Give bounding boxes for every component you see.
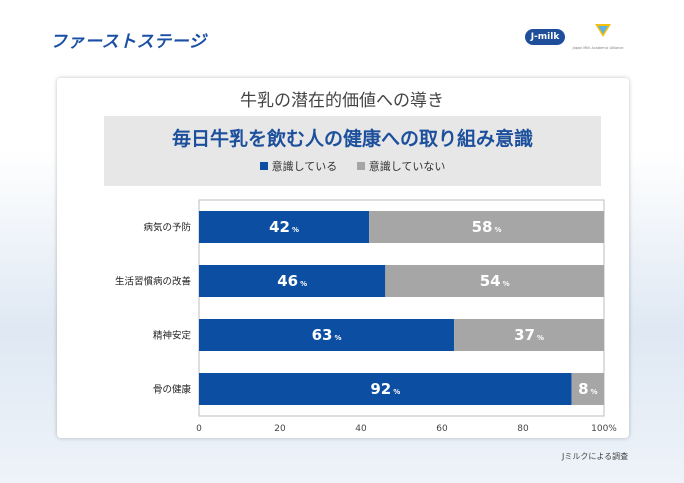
data-label: 63%: [312, 326, 342, 344]
data-label: 42%: [269, 218, 299, 236]
bar-segment-not-aware: [385, 265, 604, 297]
category-label: 精神安定: [153, 330, 192, 342]
legend-item-aware: 意識している: [259, 158, 338, 174]
slide-subtitle: 牛乳の潜在的価値への導き: [240, 91, 444, 111]
bar-segment-not-aware: [369, 211, 604, 243]
data-label: 46%: [277, 272, 307, 290]
x-tick-label: 20: [274, 424, 286, 434]
x-tick-label: 40: [355, 424, 367, 434]
legend-swatch-aware: [259, 162, 268, 170]
category-label: 骨の健康: [153, 384, 192, 396]
plot-frame: [198, 199, 605, 417]
bar-segment-not-aware: [454, 319, 604, 351]
source-note: Jミルクによる調査: [562, 452, 629, 461]
jmilk-logo: J-milk: [525, 29, 565, 45]
jmaa-mark-icon: [595, 24, 611, 37]
jmaa-logo-text: Japan Milk Academic Alliance: [572, 46, 624, 50]
data-label: 54%: [480, 272, 510, 290]
bar-segment-not-aware: [571, 373, 604, 405]
chart-legend: 意識している 意識していない: [104, 158, 601, 174]
data-label: 8%: [578, 380, 597, 398]
x-tick-label: 0: [196, 424, 202, 434]
chart-title: 毎日牛乳を飲む人の健康への取り組み意識: [171, 128, 533, 150]
legend-item-not-aware: 意識していない: [356, 158, 446, 174]
x-tick-label: 80: [517, 424, 529, 434]
category-label: 病気の予防: [143, 222, 191, 234]
bar-segment-aware: [199, 265, 386, 297]
data-label: 92%: [370, 380, 400, 398]
legend-swatch-not-aware: [356, 162, 365, 170]
bar-segment-aware: [199, 319, 455, 351]
jmaa-logo: Japan Milk Academic Alliance: [566, 22, 630, 56]
bar-segment-aware: [199, 211, 370, 243]
x-tick-label: 100%: [591, 424, 617, 434]
legend-label-aware: 意識している: [271, 160, 338, 173]
header-title: ファーストステージ: [50, 32, 207, 52]
data-label: 37%: [514, 326, 544, 344]
chart-title-panel: 毎日牛乳を飲む人の健康への取り組み意識 意識している 意識していない: [104, 116, 601, 186]
category-label: 生活習慣病の改善: [115, 276, 192, 288]
data-label: 58%: [472, 218, 502, 236]
legend-label-not-aware: 意識していない: [368, 160, 446, 173]
x-tick-label: 60: [436, 424, 448, 434]
bar-segment-aware: [199, 373, 572, 405]
